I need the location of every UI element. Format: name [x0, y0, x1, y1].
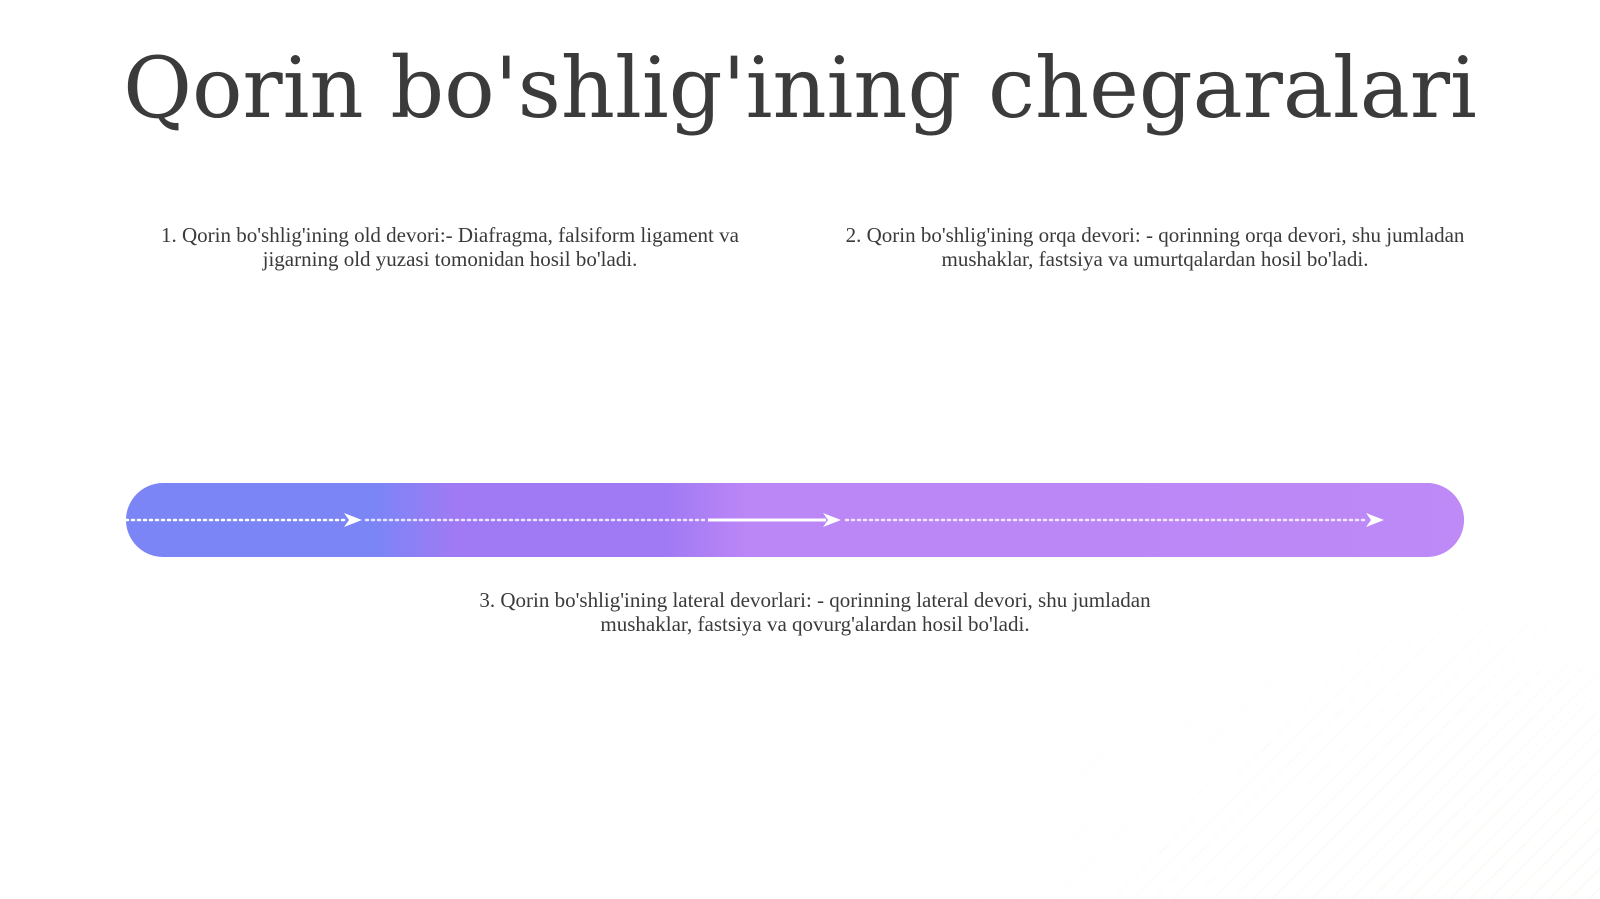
timeline-arrows: [126, 513, 1384, 527]
arrowhead-1-icon: [344, 513, 362, 527]
slide-title: Qorin bo'shlig'ining chegaralari: [123, 39, 1477, 137]
arrowhead-2-icon: [823, 513, 841, 527]
item-1-description: 1. Qorin bo'shlig'ining old devori:- Dia…: [161, 223, 739, 271]
arrowhead-3-icon: [1366, 513, 1384, 527]
item-3-description: 3. Qorin bo'shlig'ining lateral devorlar…: [479, 588, 1151, 636]
item-2-description: 2. Qorin bo'shlig'ining orqa devori: - q…: [845, 223, 1465, 271]
